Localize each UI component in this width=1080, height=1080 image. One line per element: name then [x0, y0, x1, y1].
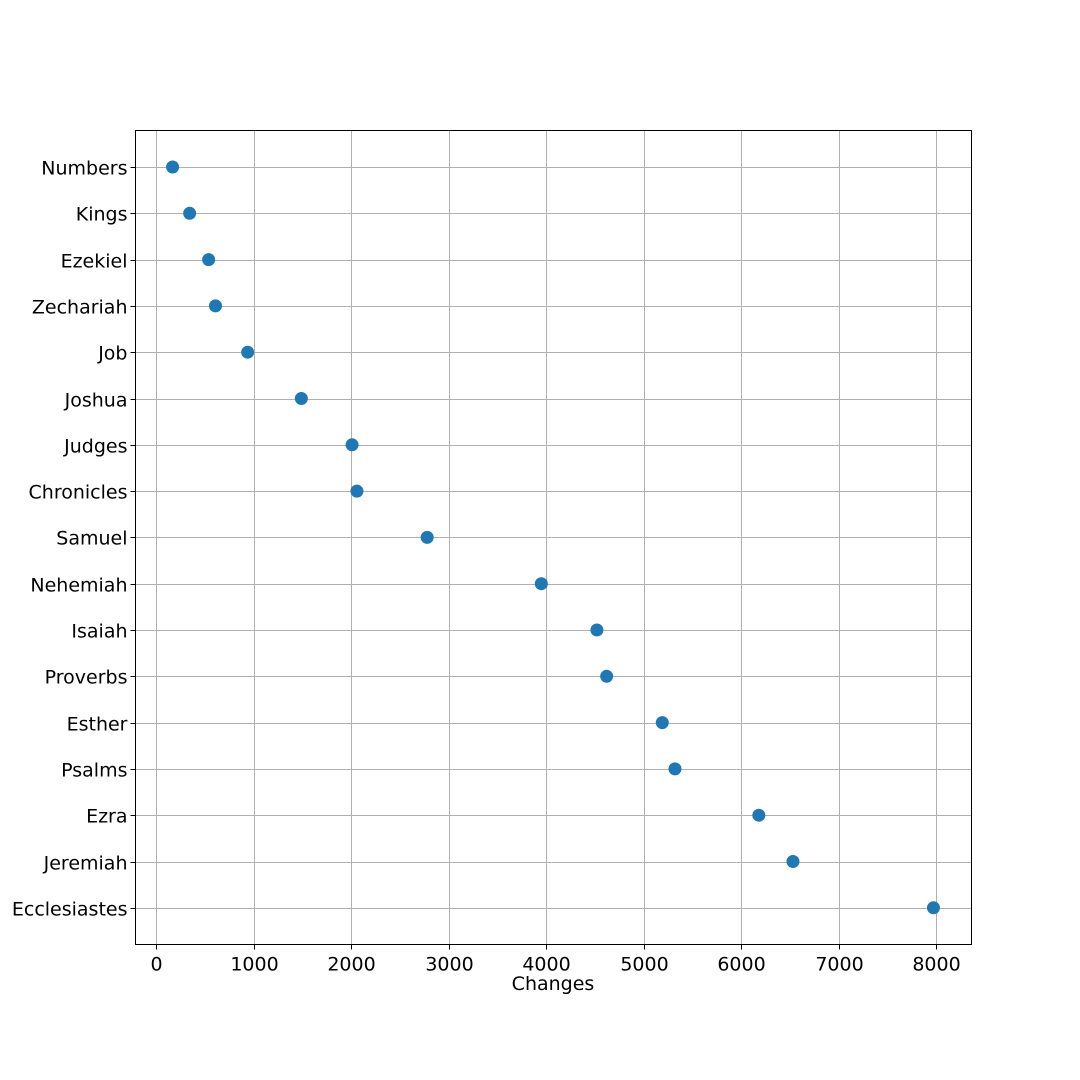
x-tick-label: 8000 [912, 954, 960, 976]
x-tick-label: 7000 [815, 954, 863, 976]
x-axis-title: Changes [512, 973, 595, 995]
y-tick-label: Job [97, 343, 127, 365]
data-point [420, 530, 434, 544]
y-tick-label: Joshua [64, 390, 128, 412]
data-point [655, 716, 669, 730]
data-point [752, 808, 766, 822]
y-tick-label: Ezekiel [61, 251, 128, 273]
data-point [350, 484, 364, 498]
x-tick-label: 5000 [620, 954, 668, 976]
data-point [345, 438, 359, 452]
x-tick-label: 2000 [327, 954, 375, 976]
y-tick-label: Chronicles [29, 482, 128, 504]
tick-layer [130, 167, 937, 950]
data-point [600, 669, 614, 683]
x-tick-label: 3000 [425, 954, 473, 976]
data-point [241, 345, 255, 359]
y-tick-label: Psalms [61, 760, 127, 782]
data-point [668, 762, 682, 776]
grid-layer [135, 130, 972, 945]
y-tick-label: Isaiah [71, 621, 127, 643]
y-tick-label: Jeremiah [43, 853, 128, 875]
data-point [294, 392, 308, 405]
y-tick-label: Esther [67, 714, 128, 736]
y-tick-label: Judges [63, 436, 127, 458]
y-tick-label: Kings [76, 204, 128, 226]
y-tick-label: Proverbs [45, 667, 128, 689]
data-point [202, 253, 216, 267]
y-tick-label: Numbers [41, 158, 127, 180]
data-point [590, 623, 604, 637]
data-point [534, 577, 548, 591]
label-layer: 0 1000 2000 3000 4000 5000 6000 7000 8000 Numbers… [12, 158, 961, 976]
y-tick-label: Ecclesiastes [12, 899, 128, 921]
x-tick-label: 4000 [522, 954, 570, 976]
data-point [166, 160, 180, 174]
data-point [183, 206, 197, 220]
y-tick-label: Samuel [56, 528, 127, 550]
data-point [208, 299, 222, 313]
data-point [786, 855, 800, 868]
y-tick-label: Nehemiah [30, 575, 127, 597]
point-layer [166, 160, 940, 915]
y-tick-label: Zechariah [32, 297, 128, 319]
plot-frame [135, 130, 972, 945]
x-tick-label: 0 [150, 954, 162, 976]
x-tick-label: 1000 [230, 954, 278, 976]
data-point [926, 901, 940, 915]
x-tick-label: 6000 [717, 954, 765, 976]
y-tick-label: Ezra [86, 806, 127, 828]
